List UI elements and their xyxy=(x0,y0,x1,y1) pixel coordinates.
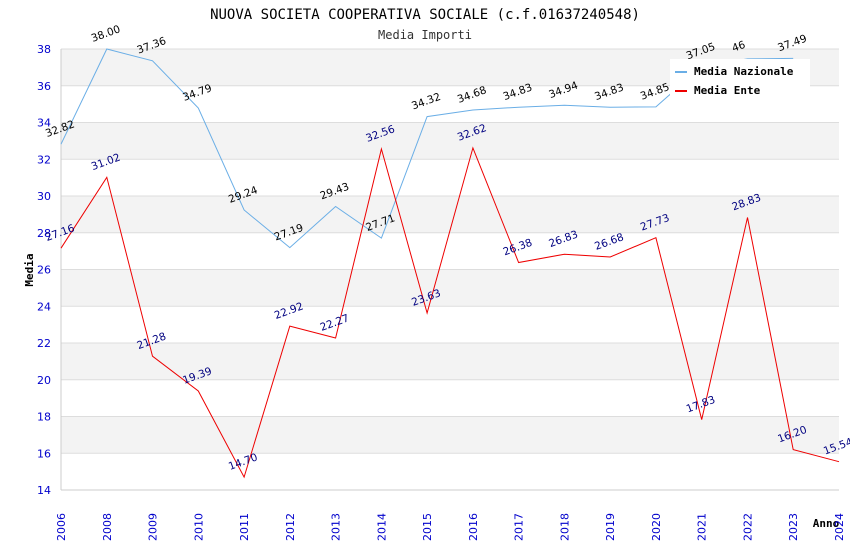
plot-band xyxy=(61,416,839,454)
y-tick-label: 18 xyxy=(37,411,51,424)
y-axis-ticks: 14 16 18 20 22 24 26 28 30 32 34 36 38 xyxy=(37,43,51,497)
plot-band xyxy=(61,343,839,380)
y-tick-label: 16 xyxy=(37,447,51,460)
legend-label-ente: Media Ente xyxy=(694,84,761,97)
y-tick-label: 34 xyxy=(37,117,51,130)
series-line-ente xyxy=(60,146,840,479)
plot-band xyxy=(61,379,839,417)
x-tick-label: 2021 xyxy=(696,513,709,541)
y-axis-label: Media xyxy=(23,253,36,286)
plot-band xyxy=(61,122,839,160)
x-tick-label: 2016 xyxy=(467,513,480,541)
plot-band xyxy=(61,232,839,270)
plot-band xyxy=(61,196,839,233)
chart-subtitle: Media Importi xyxy=(378,28,472,42)
plot-band xyxy=(61,269,839,307)
data-label-nazionale: 46 xyxy=(730,39,747,55)
y-tick-label: 38 xyxy=(37,43,51,56)
legend-box xyxy=(670,59,810,101)
x-tick-label: 2023 xyxy=(787,513,800,541)
gridlines xyxy=(60,48,839,491)
x-tick-label: 2014 xyxy=(375,513,388,541)
x-tick-label: 2008 xyxy=(101,513,114,541)
x-tick-label: 2015 xyxy=(421,513,434,541)
plot-band xyxy=(61,306,839,343)
x-tick-label: 2010 xyxy=(192,513,205,541)
x-tick-label: 2012 xyxy=(284,513,297,541)
x-tick-label: 2019 xyxy=(604,513,617,541)
x-tick-label: 2013 xyxy=(330,513,343,541)
x-tick-label: 2022 xyxy=(741,513,754,541)
x-tick-label: 2009 xyxy=(147,513,160,541)
legend-label-nazionale: Media Nazionale xyxy=(694,65,794,78)
y-tick-label: 22 xyxy=(37,337,51,350)
data-label-nazionale: 38.00 xyxy=(90,23,122,45)
plot-background xyxy=(61,49,839,490)
y-tick-label: 24 xyxy=(37,300,51,313)
y-tick-label: 36 xyxy=(37,80,51,93)
y-tick-label: 30 xyxy=(37,190,51,203)
y-tick-label: 14 xyxy=(37,484,51,497)
x-tick-label: 2011 xyxy=(238,513,251,541)
y-tick-label: 28 xyxy=(37,227,51,240)
x-axis-ticks: 2006 2008 2009 2010 2011 2012 2013 2014 2015 2016… xyxy=(55,513,846,541)
chart-title: NUOVA SOCIETA COOPERATIVA SOCIALE (c.f.0… xyxy=(210,7,640,23)
plot-band xyxy=(61,159,839,196)
plot-band xyxy=(61,453,839,490)
x-tick-label: 2017 xyxy=(513,513,526,541)
x-tick-label: 2018 xyxy=(558,513,571,541)
x-axis-label: Anno xyxy=(813,517,840,530)
x-tick-label: 2024 xyxy=(833,513,846,541)
y-tick-label: 32 xyxy=(37,153,51,166)
x-tick-label: 2006 xyxy=(55,513,68,541)
x-tick-label: 2020 xyxy=(650,513,663,541)
y-tick-label: 20 xyxy=(37,374,51,387)
y-tick-label: 26 xyxy=(37,264,51,277)
legend: Media Nazionale Media Ente xyxy=(670,59,810,101)
